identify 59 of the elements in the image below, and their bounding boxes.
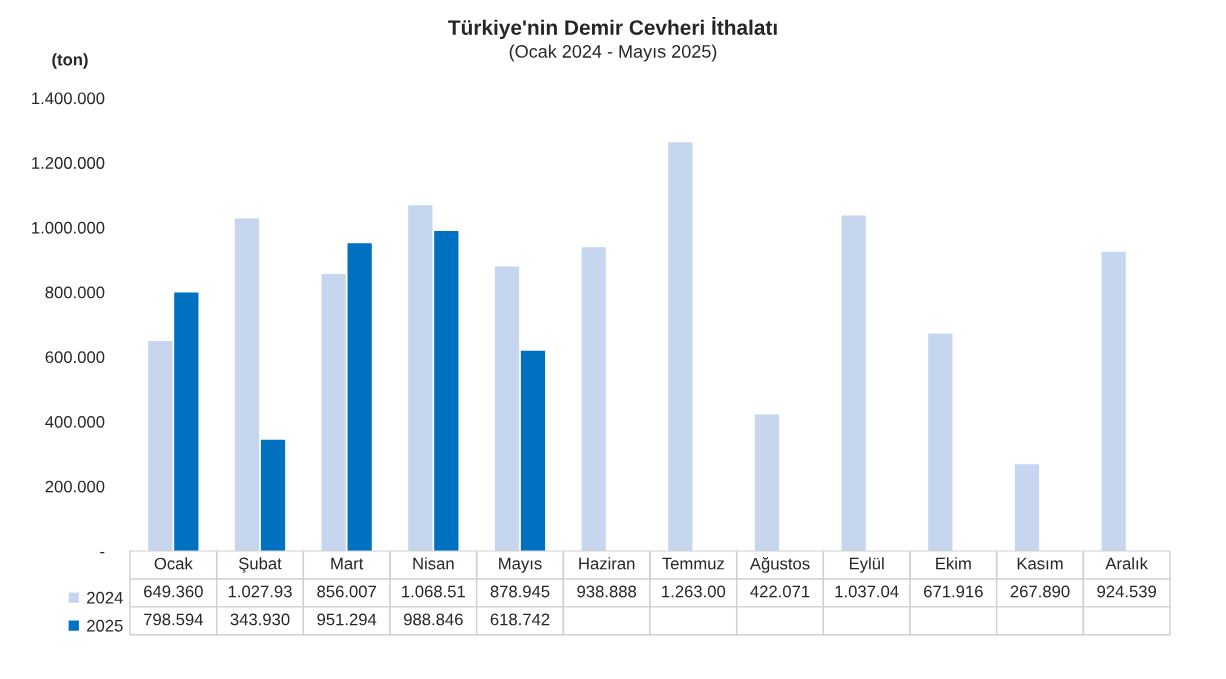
- data-label: 1.068.51: [402, 585, 465, 598]
- y-tick-label: 1.200.000: [32, 157, 105, 169]
- bar: [174, 292, 199, 551]
- y-tick-label: 1.000.000: [32, 221, 105, 234]
- bar: [581, 247, 606, 551]
- y-tick-label: 600.000: [45, 351, 105, 364]
- data-label: 671.916: [924, 585, 983, 598]
- data-label: 856.007: [317, 585, 376, 598]
- y-tick-label: 200.000: [45, 480, 105, 493]
- y-tick-label: 800.000: [45, 286, 105, 299]
- y-tick-label: -: [100, 551, 105, 554]
- x-tick-label: Temmuz: [662, 557, 724, 570]
- data-label: 951.294: [317, 613, 377, 626]
- x-tick-label: Ekim: [936, 557, 971, 570]
- bar: [841, 215, 866, 551]
- data-label: 878.945: [490, 585, 550, 598]
- x-tick-label: Ocak: [154, 557, 193, 570]
- x-tick-label: Şubat: [238, 557, 282, 573]
- bar: [408, 205, 433, 551]
- data-label: 798.594: [144, 613, 203, 626]
- data-label: 1.037.04: [835, 585, 899, 598]
- bar: [1101, 251, 1126, 551]
- data-label: 938.888: [577, 585, 637, 598]
- chart-title: Türkiye'nin Demir Cevheri İthalatı: [448, 16, 777, 40]
- x-tick-label: Mart: [331, 557, 364, 570]
- bar: [668, 142, 693, 551]
- x-tick-label: Aralık: [1105, 557, 1148, 570]
- bar: [434, 231, 459, 551]
- y-tick-label: 400.000: [45, 415, 105, 428]
- bar: [754, 414, 780, 551]
- x-tick-label: Eylül: [849, 557, 884, 573]
- x-tick-label: Nisan: [413, 557, 454, 570]
- data-label: 1.263.00: [662, 585, 726, 598]
- x-tick-label: Haziran: [579, 557, 635, 570]
- bar: [494, 266, 520, 551]
- x-tick-label: Kasım: [1017, 557, 1063, 570]
- data-label: 988.846: [403, 613, 463, 626]
- x-tick-label: Mayıs: [499, 557, 542, 573]
- legend-label: 2024: [87, 591, 123, 604]
- data-label: 1.027.93: [228, 585, 292, 598]
- data-label: 649.360: [144, 585, 203, 598]
- bar: [148, 340, 173, 551]
- bar: [1014, 464, 1040, 551]
- y-tick-label: 1.400.000: [32, 92, 105, 105]
- bar: [928, 333, 953, 551]
- data-label: 267.890: [1010, 585, 1070, 598]
- chart-subtitle: (Ocak 2024 - Mayıs 2025): [509, 44, 717, 62]
- bar: [520, 350, 546, 551]
- data-label: 422.071: [750, 585, 810, 598]
- data-label: 618.742: [490, 613, 550, 626]
- legend-label: 2025: [87, 619, 123, 632]
- bar: [321, 274, 346, 551]
- bar: [260, 439, 286, 551]
- bar: [234, 218, 260, 551]
- data-label: 343.930: [230, 613, 290, 626]
- x-tick-label: Ağustos: [749, 557, 810, 573]
- y-axis-title: (ton): [52, 53, 88, 69]
- data-label: 924.539: [1097, 585, 1156, 598]
- bar: [347, 243, 372, 551]
